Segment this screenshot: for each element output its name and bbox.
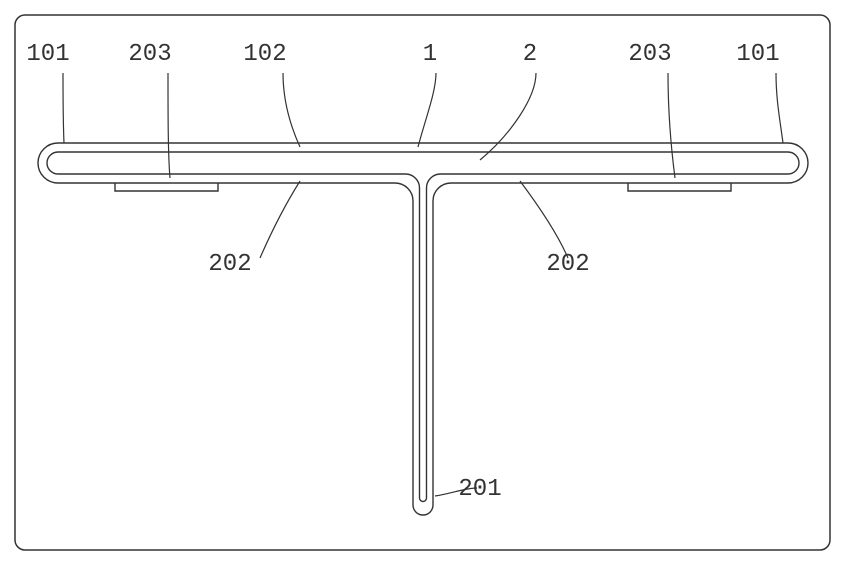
label-101R: 101 xyxy=(736,41,779,68)
label-202R: 202 xyxy=(546,251,589,278)
leader-203R xyxy=(668,73,675,178)
label-2: 2 xyxy=(523,41,537,68)
label-201: 201 xyxy=(458,476,501,503)
leader-202L xyxy=(260,181,300,258)
leader-102 xyxy=(283,73,300,147)
leader-2 xyxy=(480,73,536,160)
slot-tab xyxy=(115,183,218,191)
leader-101R xyxy=(776,73,783,143)
leader-1 xyxy=(418,73,436,147)
label-202L: 202 xyxy=(208,251,251,278)
label-203R: 203 xyxy=(628,41,671,68)
leader-101L xyxy=(63,73,64,143)
label-203L: 203 xyxy=(128,41,171,68)
leader-203L xyxy=(168,73,170,178)
label-101L: 101 xyxy=(26,41,69,68)
leader-202R xyxy=(520,181,568,258)
t-shell-inner xyxy=(47,152,799,502)
t-shell-outer xyxy=(38,143,808,515)
label-1: 1 xyxy=(423,41,437,68)
slot-tab xyxy=(628,183,731,191)
label-102: 102 xyxy=(243,41,286,68)
